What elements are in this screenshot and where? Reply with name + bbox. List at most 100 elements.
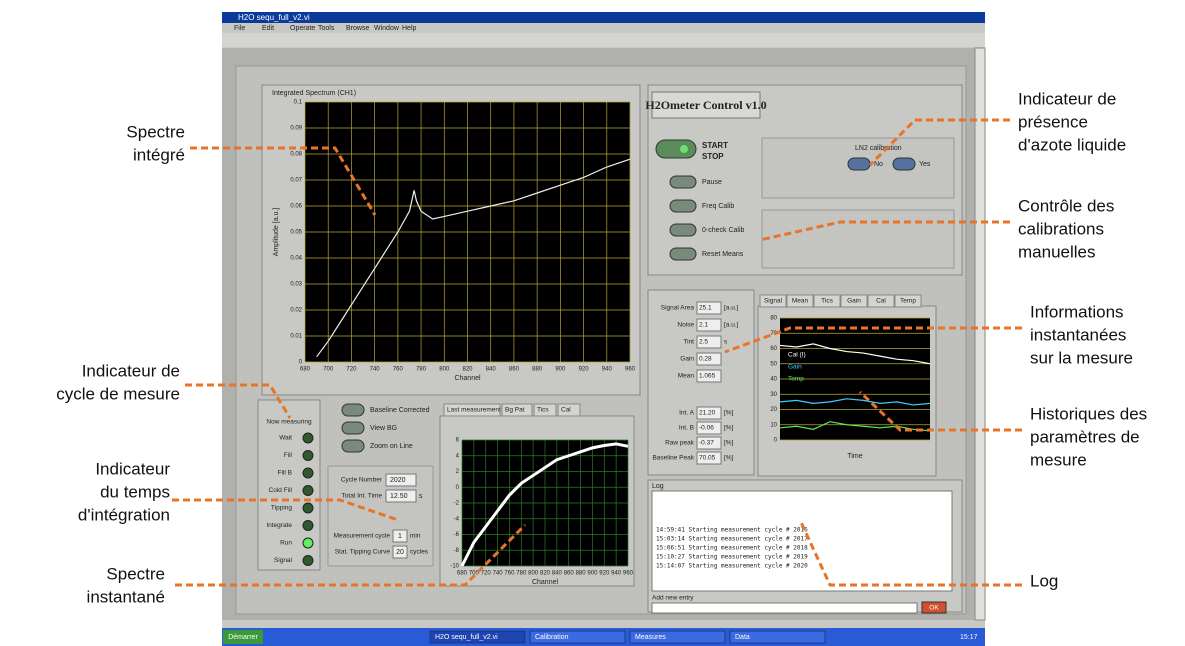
annotation-text: Indicateur de <box>1018 89 1116 108</box>
tab[interactable] <box>557 403 581 417</box>
x-tick-label: 960 <box>625 367 636 373</box>
menu-item: Window <box>374 25 400 32</box>
annotation-text: Informations <box>1030 302 1124 321</box>
x-tick-label: 740 <box>370 367 381 373</box>
task-item[interactable] <box>429 630 526 644</box>
y-tick-label: 0.05 <box>290 230 302 236</box>
start-button[interactable] <box>223 630 263 644</box>
info-box <box>696 369 722 383</box>
y-tick-label: 30 <box>770 392 777 398</box>
task-item[interactable] <box>529 630 626 644</box>
task-label: Data <box>735 634 750 641</box>
field-label: Cycle Number <box>341 477 383 484</box>
y-tick-label: 40 <box>770 377 777 383</box>
info-unit: [%] <box>724 455 734 462</box>
info-label: Int. A <box>679 410 694 417</box>
tab[interactable] <box>813 294 841 308</box>
tab[interactable] <box>894 294 922 308</box>
info-label: Noise <box>677 322 694 329</box>
info-unit: [a.u.] <box>724 322 739 329</box>
x-tick-label: 880 <box>532 367 543 373</box>
tab[interactable] <box>759 294 787 308</box>
info-label: Signal Area <box>661 305 695 312</box>
annotation-text: calibrations <box>1018 219 1104 238</box>
info-unit: s <box>724 339 728 346</box>
entry-field[interactable] <box>651 602 918 614</box>
info-box <box>696 421 722 435</box>
tab[interactable] <box>867 294 895 308</box>
annotation-text: paramètres de <box>1030 427 1140 446</box>
tab[interactable] <box>501 403 533 417</box>
control-button[interactable] <box>669 223 697 237</box>
task-item[interactable] <box>729 630 826 644</box>
tab[interactable] <box>840 294 868 308</box>
x-tick-label: 920 <box>579 367 590 373</box>
x-tick-label: 720 <box>481 571 492 577</box>
control-title: H2Ometer Control v1.0 <box>645 98 766 112</box>
clock: 15:17 <box>960 634 978 641</box>
y-tick-label: 0 <box>299 360 303 366</box>
cycle-state: Cold Fill <box>269 487 293 494</box>
tab-label: Signal <box>764 298 783 305</box>
x-tick-label: 860 <box>509 367 520 373</box>
control-button[interactable] <box>669 199 697 213</box>
info-label: Gain <box>680 356 694 363</box>
start-stop-button[interactable] <box>655 139 697 159</box>
annotation-text: sur la mesure <box>1030 348 1133 367</box>
menu-item: File <box>234 25 245 32</box>
cycle-led <box>302 537 314 549</box>
x-tick-label: 840 <box>552 571 563 577</box>
tab[interactable] <box>786 294 814 308</box>
option-toggle[interactable] <box>341 403 365 417</box>
field-value: 12.50 <box>390 493 408 500</box>
info-box <box>696 335 722 349</box>
task-item[interactable] <box>629 630 726 644</box>
x-tick-label: 860 <box>564 571 575 577</box>
info-box <box>696 318 722 332</box>
x-tick-label: 820 <box>540 571 551 577</box>
control-button[interactable] <box>669 247 697 261</box>
tab-label: Tics <box>537 407 549 414</box>
option-label: View BG <box>370 425 397 432</box>
x-tick-label: 680 <box>457 571 468 577</box>
legend-entry: Temp <box>788 376 804 383</box>
x-tick-label: 880 <box>576 571 587 577</box>
scrollbar[interactable] <box>974 47 986 621</box>
tab[interactable] <box>533 403 557 417</box>
annotation-text: Contrôle des <box>1018 196 1114 215</box>
cycle-state: Signal <box>274 557 293 564</box>
stop-label: STOP <box>702 152 724 161</box>
history-line <box>779 421 931 432</box>
info-value: 70.05 <box>699 455 716 462</box>
y-tick-label: -8 <box>454 548 460 554</box>
setting-box <box>392 545 408 559</box>
info-unit: [a.u.] <box>724 305 739 312</box>
annotation-arrow <box>185 383 292 419</box>
ln2-option: Yes <box>919 161 931 168</box>
info-label: Baseline Peak <box>652 455 694 462</box>
option-toggle[interactable] <box>341 439 365 453</box>
start-label: START <box>702 141 728 150</box>
x-tick-label: 820 <box>462 367 473 373</box>
info-box <box>696 406 722 420</box>
control-button[interactable] <box>669 175 697 189</box>
x-tick-label: 920 <box>599 571 610 577</box>
ln2-switch[interactable] <box>892 157 916 171</box>
option-toggle[interactable] <box>341 421 365 435</box>
ok-button[interactable] <box>921 601 947 614</box>
setting-label: Stat. Tipping Curve <box>335 549 391 556</box>
tab-label: Mean <box>792 298 809 305</box>
annotation-text: Spectre <box>126 122 185 141</box>
y-tick-label: 0.09 <box>290 126 302 132</box>
annotation-arrow <box>175 523 527 587</box>
ln2-switch[interactable] <box>847 157 871 171</box>
cycle-header: Now measuring <box>266 419 312 426</box>
cycle-state: Integrate <box>266 522 292 529</box>
tab[interactable] <box>443 403 501 417</box>
y-axis-label: Amplitude [a.u.] <box>273 208 280 257</box>
x-axis-label: Channel <box>532 579 559 586</box>
info-value: -0.06 <box>699 425 714 432</box>
menu-item: Operate <box>290 25 315 32</box>
x-tick-label: 960 <box>623 571 634 577</box>
